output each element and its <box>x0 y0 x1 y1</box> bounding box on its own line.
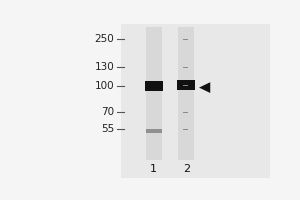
Text: 1: 1 <box>150 164 157 174</box>
Bar <box>146 27 162 160</box>
Bar <box>121 24 270 178</box>
Polygon shape <box>199 82 210 93</box>
Bar <box>145 81 163 91</box>
Text: 100: 100 <box>94 81 114 91</box>
Bar <box>146 129 162 133</box>
Bar <box>178 80 195 90</box>
Text: 2: 2 <box>183 164 190 174</box>
Text: 130: 130 <box>94 62 114 72</box>
Bar <box>178 27 194 160</box>
Text: 250: 250 <box>94 34 114 44</box>
Text: 55: 55 <box>101 124 114 134</box>
Text: 70: 70 <box>101 107 114 117</box>
